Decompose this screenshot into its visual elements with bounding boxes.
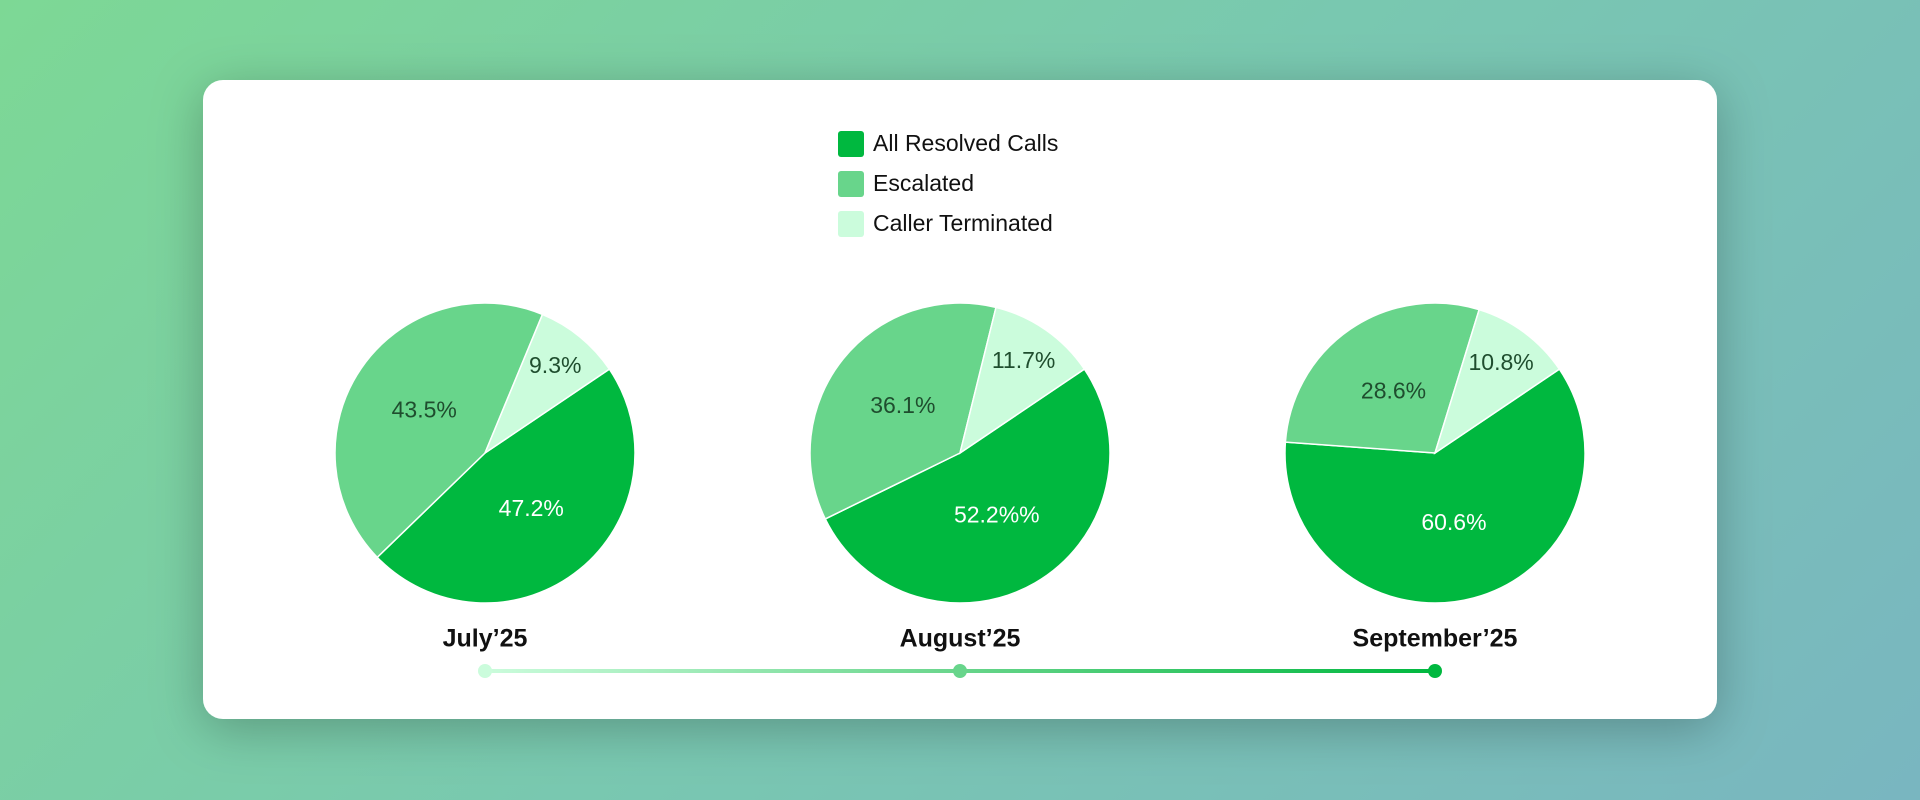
legend-swatch [838, 211, 864, 237]
pie-title: August’25 [900, 625, 1021, 653]
pie-slice [483, 313, 611, 456]
pie-slice [334, 302, 544, 559]
slice-label: 47.2% [499, 495, 564, 521]
pie-title: July’25 [443, 625, 528, 653]
legend-swatch [838, 171, 864, 197]
legend-label: Caller Terminated [873, 210, 1053, 236]
timeline-dot [1428, 664, 1442, 678]
pie [1284, 302, 1586, 604]
pie-slice [809, 302, 997, 520]
pie-slice [1284, 368, 1586, 604]
timeline-dot [953, 664, 967, 678]
pie [334, 302, 636, 604]
pie-slice [1433, 308, 1561, 455]
slice-label: 43.5% [392, 397, 457, 423]
legend-label: Escalated [873, 170, 974, 196]
slice-label: 10.8% [1469, 349, 1534, 375]
slice-label: 11.7% [992, 347, 1056, 373]
slice-label: 28.6% [1361, 377, 1426, 403]
slice-label: 9.3% [529, 352, 581, 378]
slice-label: 60.6% [1421, 509, 1486, 535]
timeline-dot [478, 664, 492, 678]
slice-label: 52.2%% [954, 502, 1040, 528]
legend-label: All Resolved Calls [873, 130, 1058, 156]
pie-slice [824, 368, 1111, 604]
slice-label: 36.1% [870, 392, 935, 418]
pie [809, 302, 1111, 604]
pie-slice [1284, 302, 1481, 454]
legend-swatch [838, 131, 864, 157]
pie-slice [376, 368, 636, 604]
pie-slice [958, 306, 1086, 455]
pie-title: September’25 [1353, 625, 1518, 653]
